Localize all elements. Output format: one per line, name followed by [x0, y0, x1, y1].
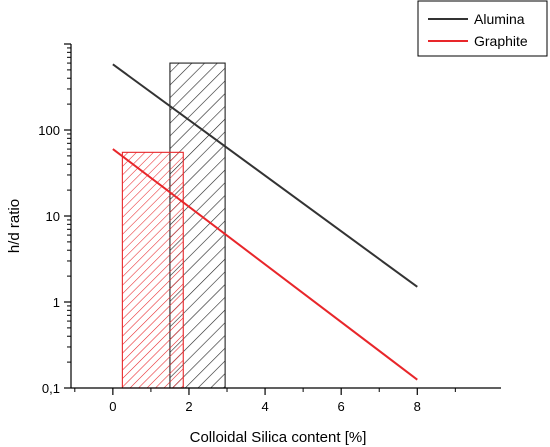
shaded-range-graphite	[121, 151, 184, 389]
legend: Alumina Graphite	[417, 0, 548, 57]
y-tick-label: 100	[38, 123, 60, 138]
x-tick-label: 6	[338, 399, 345, 414]
legend-label-alumina: Alumina	[474, 11, 525, 27]
ticks: 0 2 4 6 8 0,1 1 10 100	[38, 43, 456, 414]
shaded-ranges	[121, 62, 226, 389]
y-tick-label: 0,1	[42, 381, 60, 396]
x-tick-label: 0	[109, 399, 116, 414]
x-axis-title: Colloidal Silica content [%]	[190, 429, 367, 446]
y-axis-title: h/d ratio	[6, 199, 23, 253]
series-line-alumina	[112, 63, 418, 288]
series-lines	[112, 63, 418, 381]
y-tick-label: 1	[53, 295, 60, 310]
x-tick-label: 4	[261, 399, 268, 414]
y-tick-label: 10	[46, 209, 60, 224]
legend-label-graphite: Graphite	[474, 33, 528, 49]
x-tick-label: 2	[185, 399, 192, 414]
x-tick-label: 8	[414, 399, 421, 414]
legend-box	[417, 0, 548, 57]
series-line-graphite	[112, 148, 418, 381]
